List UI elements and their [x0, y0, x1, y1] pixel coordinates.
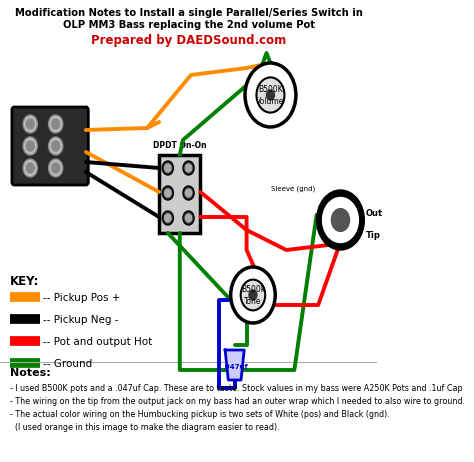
- Circle shape: [162, 211, 173, 225]
- Circle shape: [48, 137, 63, 155]
- Circle shape: [245, 63, 296, 127]
- Circle shape: [23, 159, 37, 177]
- Circle shape: [266, 90, 274, 100]
- Text: B500K: B500K: [258, 85, 283, 93]
- Circle shape: [23, 137, 37, 155]
- Circle shape: [183, 161, 194, 175]
- Text: -- Pot and output Hot: -- Pot and output Hot: [43, 337, 152, 347]
- Text: DPDT On-On: DPDT On-On: [153, 141, 207, 150]
- Text: Notes:: Notes:: [9, 368, 50, 378]
- Circle shape: [185, 189, 191, 197]
- Circle shape: [52, 163, 60, 173]
- Bar: [159, 155, 201, 233]
- Circle shape: [183, 211, 194, 225]
- Circle shape: [317, 190, 365, 250]
- Circle shape: [183, 186, 194, 200]
- Circle shape: [164, 214, 171, 222]
- Circle shape: [249, 290, 257, 300]
- Text: B500k: B500k: [241, 285, 265, 293]
- Circle shape: [331, 209, 349, 231]
- Text: Tone: Tone: [244, 297, 262, 305]
- Text: .047uf: .047uf: [222, 364, 247, 370]
- Circle shape: [26, 141, 34, 151]
- Circle shape: [48, 159, 63, 177]
- Text: KEY:: KEY:: [9, 275, 39, 288]
- Circle shape: [52, 119, 60, 129]
- Text: (I used orange in this image to make the diagram easier to read).: (I used orange in this image to make the…: [9, 423, 279, 432]
- Text: - The wiring on the tip from the output jack on my bass had an outer wrap which : - The wiring on the tip from the output …: [9, 397, 465, 406]
- Circle shape: [162, 161, 173, 175]
- Circle shape: [162, 186, 173, 200]
- Circle shape: [185, 164, 191, 172]
- Circle shape: [48, 115, 63, 133]
- Circle shape: [26, 163, 34, 173]
- Text: Sleeve (gnd): Sleeve (gnd): [271, 186, 315, 192]
- Text: - The actual color wiring on the Humbucking pickup is two sets of White (pos) an: - The actual color wiring on the Humbuck…: [9, 410, 389, 419]
- Circle shape: [241, 280, 265, 310]
- Circle shape: [231, 267, 275, 323]
- Text: Modification Notes to Install a single Parallel/Series Switch in: Modification Notes to Install a single P…: [15, 8, 363, 18]
- Circle shape: [26, 119, 34, 129]
- FancyBboxPatch shape: [12, 107, 88, 185]
- Circle shape: [185, 214, 191, 222]
- Text: Volume: Volume: [256, 97, 285, 105]
- Circle shape: [164, 189, 171, 197]
- Text: -- Pickup Neg -: -- Pickup Neg -: [43, 315, 118, 325]
- Circle shape: [164, 164, 171, 172]
- Text: Prepared by DAEDSound.com: Prepared by DAEDSound.com: [91, 34, 286, 47]
- Circle shape: [323, 197, 358, 243]
- Text: -- Pickup Pos +: -- Pickup Pos +: [43, 293, 120, 303]
- Text: Tip: Tip: [366, 231, 381, 241]
- Text: OLP MM3 Bass replacing the 2nd volume Pot: OLP MM3 Bass replacing the 2nd volume Po…: [63, 20, 315, 30]
- Polygon shape: [225, 350, 244, 380]
- Circle shape: [52, 141, 60, 151]
- Circle shape: [23, 115, 37, 133]
- Circle shape: [256, 78, 284, 113]
- Text: -- Ground: -- Ground: [43, 359, 92, 369]
- Text: Out: Out: [366, 209, 383, 219]
- Text: - I used B500K pots and a .047uf Cap. These are to taste. Stock values in my bas: - I used B500K pots and a .047uf Cap. Th…: [9, 384, 462, 393]
